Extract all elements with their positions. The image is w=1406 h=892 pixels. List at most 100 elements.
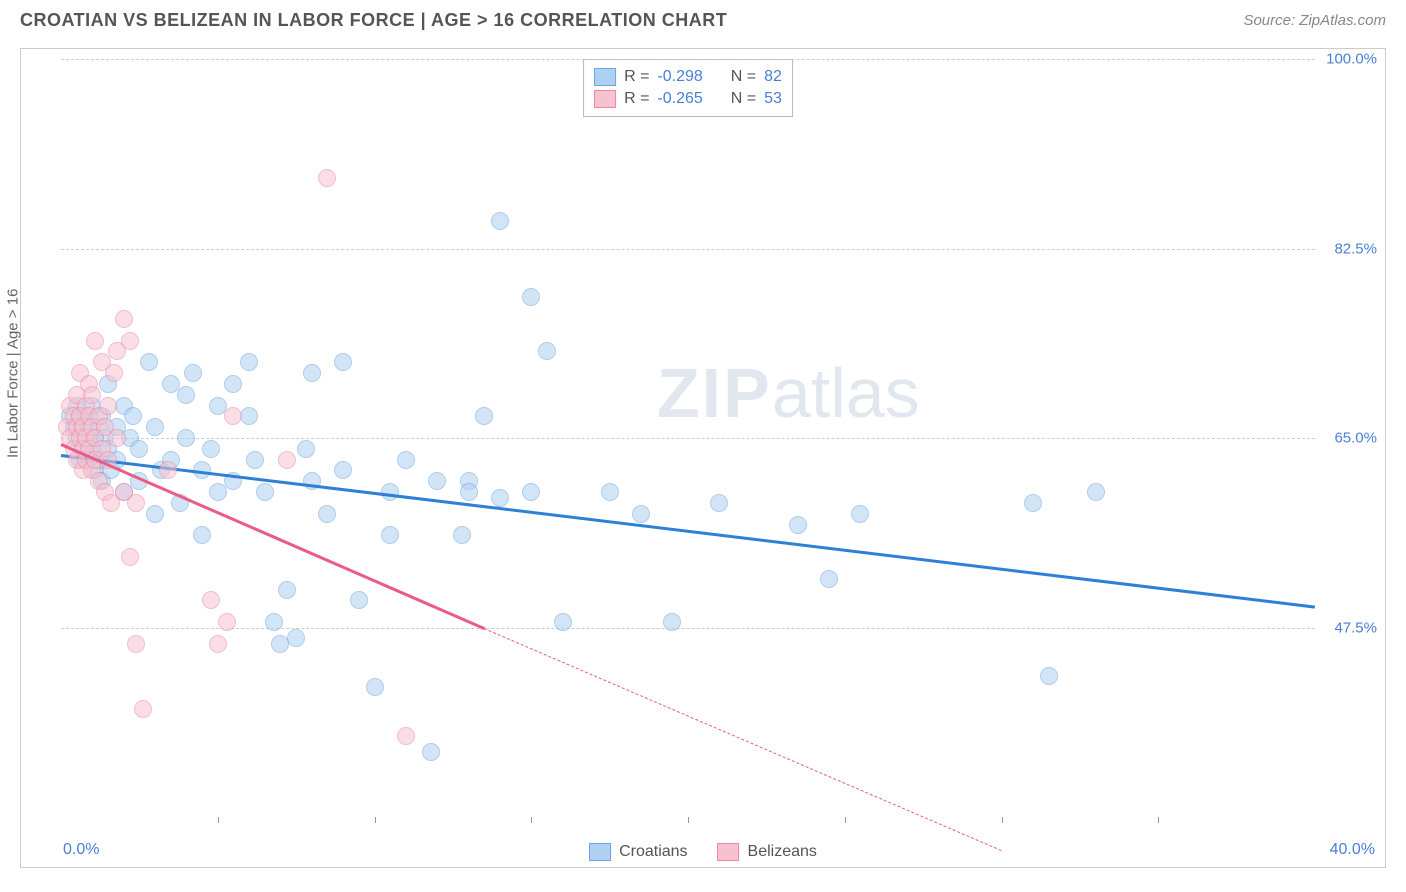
data-point — [124, 407, 142, 425]
watermark: ZIPatlas — [657, 353, 920, 433]
data-point — [202, 591, 220, 609]
data-point — [278, 451, 296, 469]
data-point — [127, 494, 145, 512]
y-tick-label: 82.5% — [1334, 240, 1377, 257]
data-point — [350, 591, 368, 609]
legend-correlation-row: R =-0.265N =53 — [594, 88, 782, 110]
r-label: R = — [624, 68, 649, 86]
chart-source: Source: ZipAtlas.com — [1243, 12, 1386, 29]
data-point — [115, 310, 133, 328]
data-point — [491, 212, 509, 230]
data-point — [663, 613, 681, 631]
data-point — [121, 332, 139, 350]
legend-swatch — [594, 90, 616, 108]
gridline — [61, 249, 1315, 250]
data-point — [522, 483, 540, 501]
n-value: 82 — [764, 68, 782, 86]
x-tick — [531, 817, 532, 823]
data-point — [224, 375, 242, 393]
data-point — [265, 613, 283, 631]
data-point — [366, 678, 384, 696]
watermark-atlas: atlas — [772, 354, 920, 432]
data-point — [334, 461, 352, 479]
data-point — [121, 548, 139, 566]
plot-area: ZIPatlas R =-0.298N =82R =-0.265N =53 47… — [61, 59, 1315, 817]
data-point — [428, 472, 446, 490]
data-point — [240, 353, 258, 371]
data-point — [177, 386, 195, 404]
legend-series: Croatians Belizeans — [589, 843, 817, 861]
data-point — [105, 364, 123, 382]
legend-series-item: Belizeans — [718, 843, 817, 861]
y-axis-label: In Labor Force | Age > 16 — [5, 289, 22, 458]
data-point — [538, 342, 556, 360]
x-tick — [1002, 817, 1003, 823]
gridline — [61, 438, 1315, 439]
y-tick-label: 100.0% — [1326, 51, 1377, 68]
data-point — [851, 505, 869, 523]
data-point — [209, 397, 227, 415]
legend-swatch — [718, 843, 740, 861]
x-tick — [375, 817, 376, 823]
data-point — [99, 397, 117, 415]
r-value: -0.298 — [657, 68, 702, 86]
data-point — [83, 386, 101, 404]
data-point — [287, 629, 305, 647]
data-point — [1024, 494, 1042, 512]
data-point — [130, 440, 148, 458]
data-point — [146, 505, 164, 523]
data-point — [218, 613, 236, 631]
data-point — [1040, 667, 1058, 685]
data-point — [162, 375, 180, 393]
data-point — [209, 635, 227, 653]
data-point — [710, 494, 728, 512]
gridline — [61, 628, 1315, 629]
data-point — [246, 451, 264, 469]
legend-swatch — [594, 68, 616, 86]
x-tick — [688, 817, 689, 823]
data-point — [146, 418, 164, 436]
n-label: N = — [731, 68, 756, 86]
data-point — [177, 429, 195, 447]
data-point — [381, 526, 399, 544]
x-tick — [845, 817, 846, 823]
chart-container: In Labor Force | Age > 16 ZIPatlas R =-0… — [20, 48, 1386, 868]
data-point — [86, 332, 104, 350]
regression-line — [60, 444, 484, 631]
data-point — [193, 526, 211, 544]
data-point — [297, 440, 315, 458]
legend-swatch — [589, 843, 611, 861]
data-point — [397, 727, 415, 745]
legend-series-label: Belizeans — [748, 843, 817, 861]
data-point — [460, 483, 478, 501]
gridline — [61, 59, 1315, 60]
n-label: N = — [731, 90, 756, 108]
legend-series-item: Croatians — [589, 843, 687, 861]
chart-header: CROATIAN VS BELIZEAN IN LABOR FORCE | AG… — [0, 0, 1406, 39]
x-axis-min-label: 0.0% — [63, 841, 99, 859]
x-tick — [1158, 817, 1159, 823]
data-point — [209, 483, 227, 501]
chart-title: CROATIAN VS BELIZEAN IN LABOR FORCE | AG… — [20, 10, 727, 31]
data-point — [789, 516, 807, 534]
x-axis-max-label: 40.0% — [1330, 841, 1375, 859]
data-point — [303, 364, 321, 382]
data-point — [278, 581, 296, 599]
data-point — [601, 483, 619, 501]
data-point — [554, 613, 572, 631]
data-point — [256, 483, 274, 501]
data-point — [134, 700, 152, 718]
data-point — [422, 743, 440, 761]
watermark-zip: ZIP — [657, 354, 772, 432]
data-point — [334, 353, 352, 371]
data-point — [224, 407, 242, 425]
r-value: -0.265 — [657, 90, 702, 108]
data-point — [318, 169, 336, 187]
data-point — [453, 526, 471, 544]
y-tick-label: 65.0% — [1334, 430, 1377, 447]
data-point — [318, 505, 336, 523]
data-point — [1087, 483, 1105, 501]
data-point — [140, 353, 158, 371]
regression-line — [484, 628, 1002, 851]
data-point — [491, 489, 509, 507]
